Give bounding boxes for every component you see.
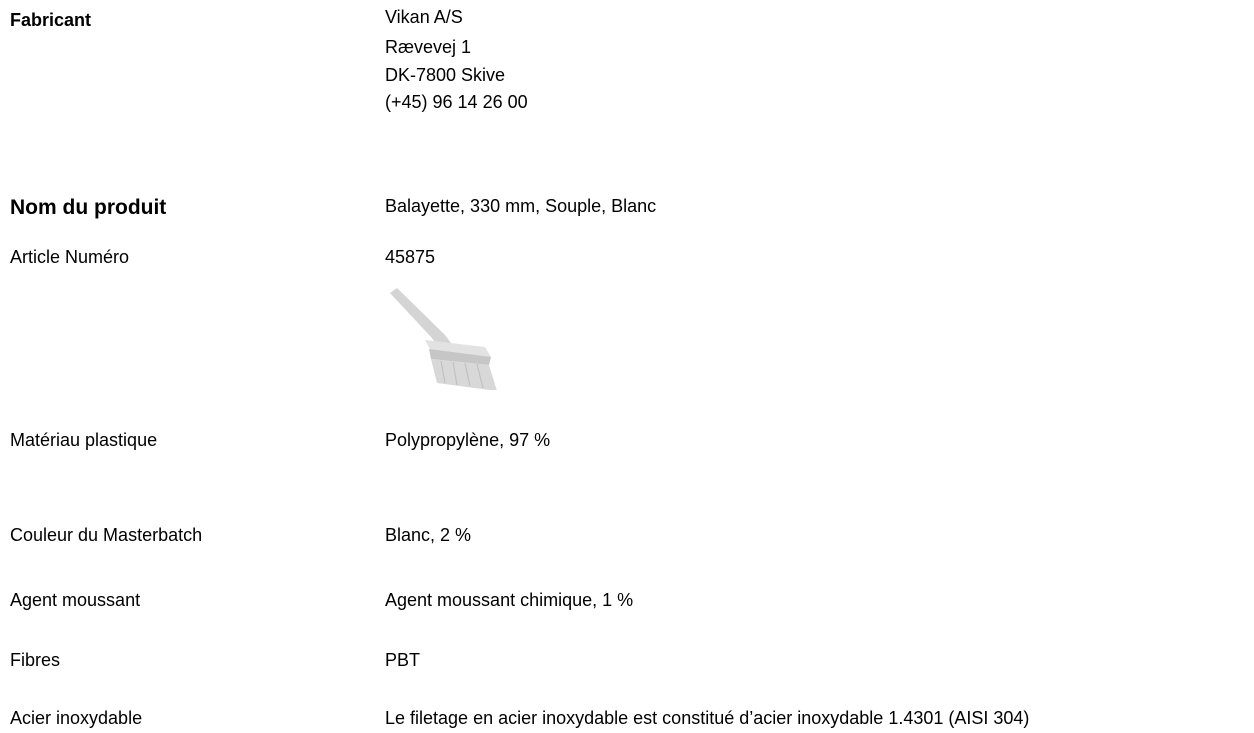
product-label: Nom du produit [10, 196, 166, 220]
product-value: Balayette, 330 mm, Souple, Blanc [385, 195, 656, 217]
row-label: Matériau plastique [10, 429, 157, 451]
row-label: Agent moussant [10, 589, 140, 611]
page: Fabricant Vikan A/S Rævevej 1 DK-7800 Sk… [0, 0, 1254, 733]
row-label: Acier inoxydable [10, 707, 142, 729]
row-value: Le filetage en acier inoxydable est cons… [385, 707, 1029, 729]
row-label: Couleur du Masterbatch [10, 524, 202, 546]
article-label: Article Numéro [10, 246, 129, 268]
manufacturer-line: (+45) 96 14 26 00 [385, 91, 528, 113]
product-image [385, 285, 505, 390]
article-value: 45875 [385, 246, 435, 268]
row-value: Agent moussant chimique, 1 % [385, 589, 633, 611]
manufacturer-line: DK-7800 Skive [385, 64, 505, 86]
row-value: Polypropylène, 97 % [385, 429, 550, 451]
manufacturer-label: Fabricant [10, 9, 91, 31]
row-label: Fibres [10, 649, 60, 671]
manufacturer-line: Vikan A/S [385, 6, 463, 28]
row-value: PBT [385, 649, 420, 671]
manufacturer-line: Rævevej 1 [385, 36, 471, 58]
row-value: Blanc, 2 % [385, 524, 471, 546]
